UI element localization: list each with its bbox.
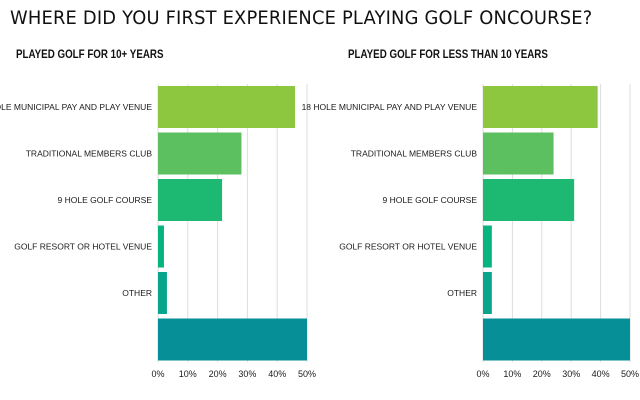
right-x-tick-label: 20%	[533, 369, 551, 379]
left-bar-4	[158, 272, 167, 314]
left-bar-0	[158, 86, 296, 128]
left-category-label: GOLF RESORT OR HOTEL VENUE	[14, 242, 152, 252]
left-x-tick-label: 10%	[179, 369, 197, 379]
right-bar-4	[483, 272, 492, 314]
right-category-label: TRADITIONAL MEMBERS CLUB	[351, 149, 478, 159]
chart-right: 0% 10% 20% 30% 40% 50% 18 HOLE MUNICIPAL PAY A…	[302, 84, 639, 379]
right-category-label: 9 HOLE GOLF COURSE	[383, 195, 478, 205]
right-bar-3	[483, 225, 492, 268]
right-x-tick-label: 50%	[621, 369, 639, 379]
right-bar-5	[483, 318, 630, 361]
left-x-tick-label: 30%	[238, 369, 256, 379]
left-x-tick-label: 20%	[209, 369, 227, 379]
chart-title-left: PLAYED GOLF FOR 10+ YEARS	[16, 49, 164, 61]
right-category-label: GOLF RESORT OR HOTEL VENUE	[339, 242, 477, 252]
right-x-tick-label: 10%	[503, 369, 521, 379]
right-bar-2	[483, 179, 575, 221]
left-x-tick-label: 50%	[298, 369, 316, 379]
left-category-label: OTHER	[122, 288, 152, 298]
chart-title-right: PLAYED GOLF FOR LESS THAN 10 YEARS	[348, 49, 548, 61]
left-category-label: 9 HOLE GOLF COURSE	[58, 195, 153, 205]
left-category-label: TRADITIONAL MEMBERS CLUB	[26, 149, 153, 159]
left-x-tick-label: 40%	[268, 369, 286, 379]
left-bar-2	[158, 179, 223, 221]
right-x-tick-label: 40%	[592, 369, 610, 379]
right-category-label: 18 HOLE MUNICIPAL PAY AND PLAY VENUE	[302, 102, 478, 112]
right-bar-1	[483, 132, 554, 175]
left-bar-3	[158, 225, 164, 268]
left-x-tick-label: 0%	[151, 369, 164, 379]
right-category-label: OTHER	[447, 288, 477, 298]
right-bar-0	[483, 86, 598, 128]
page-title: WHERE DID YOU FIRST EXPERIENCE PLAYING G…	[10, 7, 593, 29]
left-category-label: 18 HOLE MUNICIPAL PAY AND PLAY VENUE	[0, 102, 152, 112]
right-x-tick-label: 0%	[476, 369, 489, 379]
right-x-tick-label: 30%	[562, 369, 580, 379]
left-bar-5	[158, 318, 307, 361]
left-bar-1	[158, 132, 242, 175]
chart-left: 0% 10% 20% 30% 40% 50% 18 HOLE MUNICIPAL PAY A…	[0, 84, 316, 379]
